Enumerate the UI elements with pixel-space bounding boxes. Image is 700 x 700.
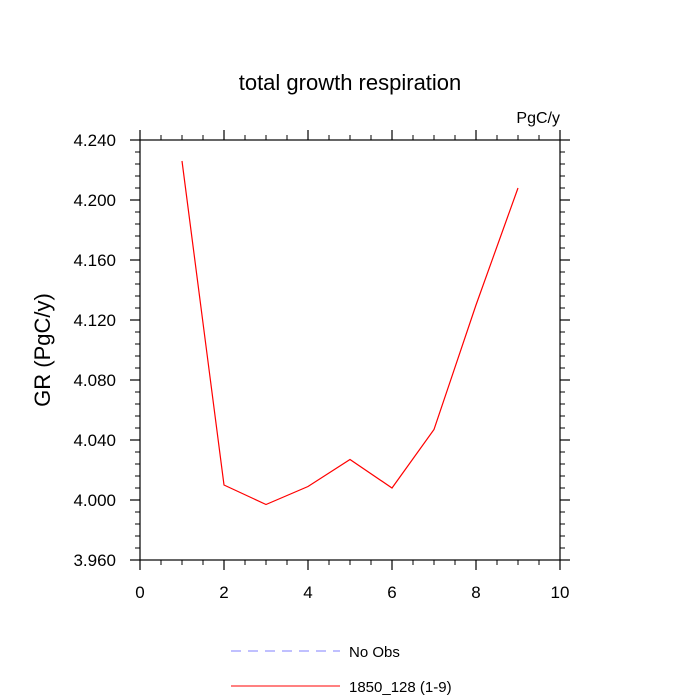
plot-frame <box>139 139 561 561</box>
y-tick-label: 4.120 <box>73 311 116 330</box>
x-tick-label: 0 <box>135 583 144 602</box>
y-tick-label: 4.160 <box>73 251 116 270</box>
y-tick-label: 4.240 <box>73 131 116 150</box>
y-tick-label: 4.040 <box>73 431 116 450</box>
y-tick-labels: 4.240 4.200 4.160 4.120 4.080 4.040 4.000 3.960 <box>73 131 116 570</box>
x-tick-label: 10 <box>551 583 570 602</box>
y-tick-label: 3.960 <box>73 551 116 570</box>
x-tick-label: 4 <box>303 583 312 602</box>
series-layer <box>181 160 519 506</box>
x-tick-label: 6 <box>387 583 396 602</box>
chart-title: total growth respiration <box>239 70 462 95</box>
legend: No Obs 1850_128 (1-9) <box>231 644 452 696</box>
legend-label: No Obs <box>349 644 400 661</box>
x-tick-labels: 0 2 4 6 8 10 <box>135 583 569 602</box>
y-tick-label: 4.000 <box>73 491 116 510</box>
x-tick-label: 8 <box>471 583 480 602</box>
y-tick-label: 4.080 <box>73 371 116 390</box>
x-tick-label: 2 <box>219 583 228 602</box>
legend-label: 1850_128 (1-9) <box>349 679 452 696</box>
y-tick-label: 4.200 <box>73 191 116 210</box>
series-line <box>181 160 519 506</box>
units-label: PgC/y <box>516 110 560 127</box>
y-axis-label: GR (PgC/y) <box>30 293 55 407</box>
tick-marks <box>130 130 570 570</box>
